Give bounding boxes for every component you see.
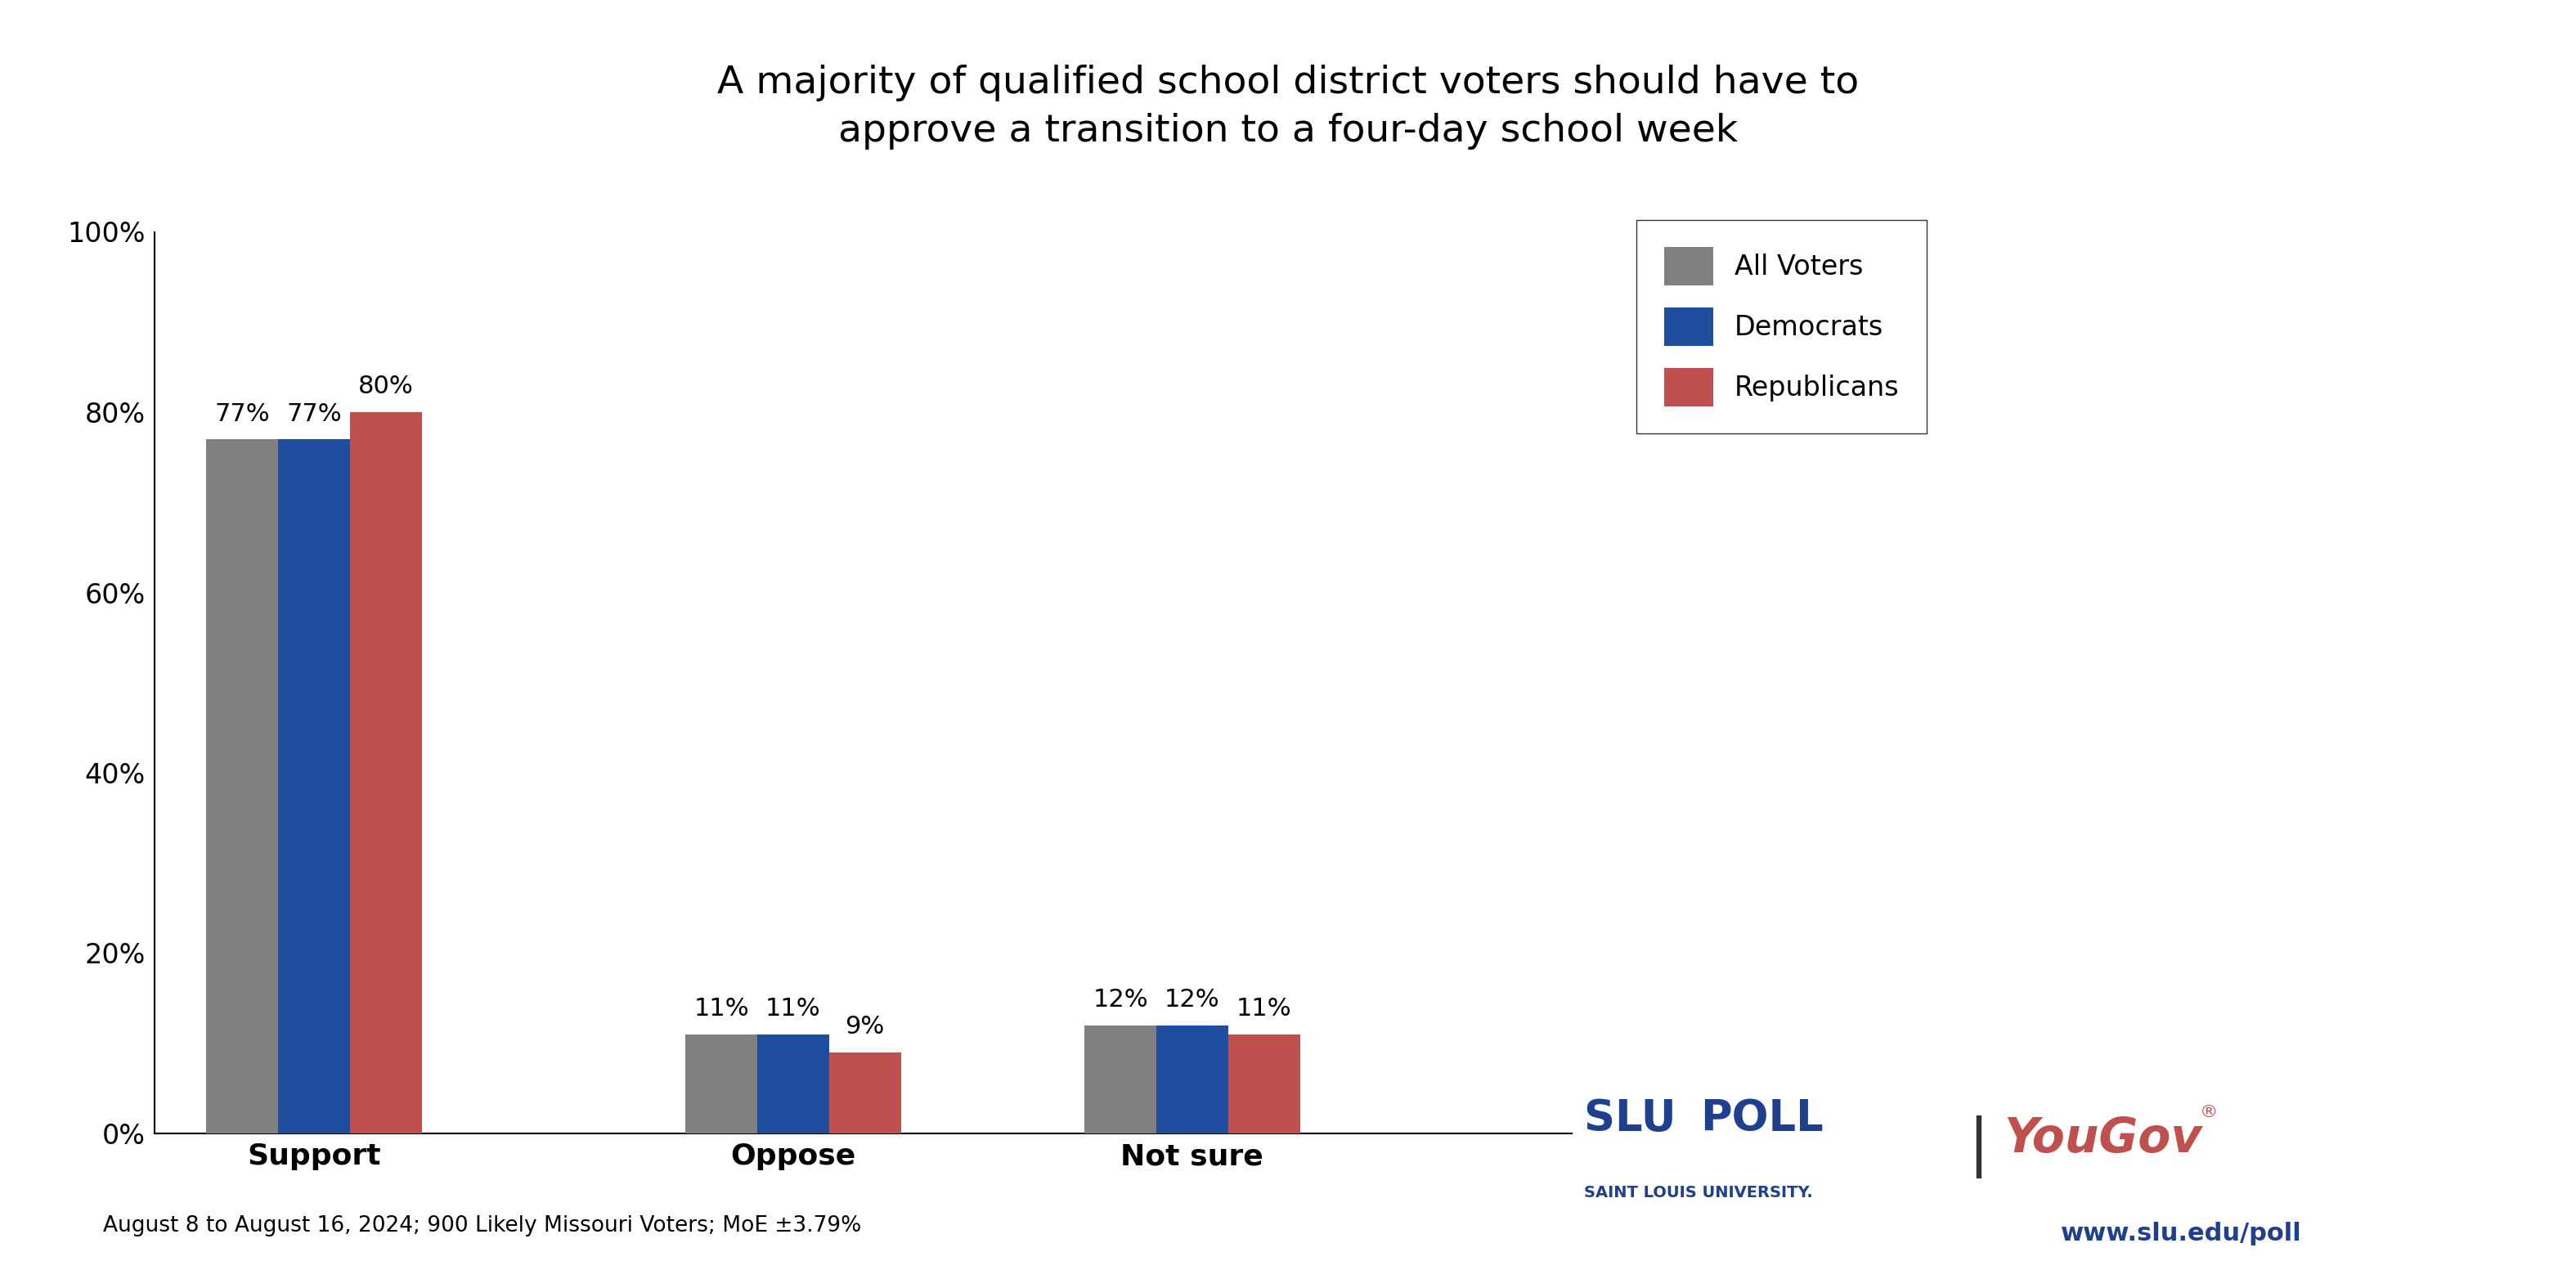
Text: ®: ® bbox=[2200, 1104, 2218, 1121]
Text: August 8 to August 16, 2024; 900 Likely Missouri Voters; MoE ±3.79%: August 8 to August 16, 2024; 900 Likely … bbox=[103, 1215, 860, 1236]
Bar bbox=[757, 1034, 829, 1133]
Legend: All Voters, Democrats, Republicans: All Voters, Democrats, Republicans bbox=[1636, 220, 1927, 434]
Bar bbox=[829, 1052, 902, 1133]
Text: 11%: 11% bbox=[693, 997, 750, 1020]
Text: |: | bbox=[1968, 1115, 1989, 1179]
Text: 12%: 12% bbox=[1092, 988, 1149, 1012]
Text: 9%: 9% bbox=[845, 1015, 884, 1038]
Text: POLL: POLL bbox=[1700, 1097, 1824, 1140]
Text: 11%: 11% bbox=[765, 997, 822, 1020]
Bar bbox=[350, 412, 422, 1133]
Text: SLU: SLU bbox=[1584, 1097, 1692, 1140]
Bar bbox=[1229, 1034, 1301, 1133]
Text: 77%: 77% bbox=[214, 402, 270, 425]
Text: A majority of qualified school district voters should have to
approve a transiti: A majority of qualified school district … bbox=[716, 64, 1860, 149]
Text: 80%: 80% bbox=[358, 375, 415, 399]
Bar bbox=[1157, 1025, 1229, 1133]
Text: SAINT LOUIS UNIVERSITY.: SAINT LOUIS UNIVERSITY. bbox=[1584, 1185, 1814, 1200]
Text: 12%: 12% bbox=[1164, 988, 1221, 1012]
Text: YouGov: YouGov bbox=[2004, 1115, 2202, 1162]
Bar bbox=[206, 439, 278, 1133]
Text: www.slu.edu/poll: www.slu.edu/poll bbox=[2061, 1222, 2303, 1245]
Text: 77%: 77% bbox=[286, 402, 343, 425]
Text: 11%: 11% bbox=[1236, 997, 1291, 1020]
Bar bbox=[685, 1034, 757, 1133]
Bar bbox=[1084, 1025, 1157, 1133]
Bar bbox=[278, 439, 350, 1133]
